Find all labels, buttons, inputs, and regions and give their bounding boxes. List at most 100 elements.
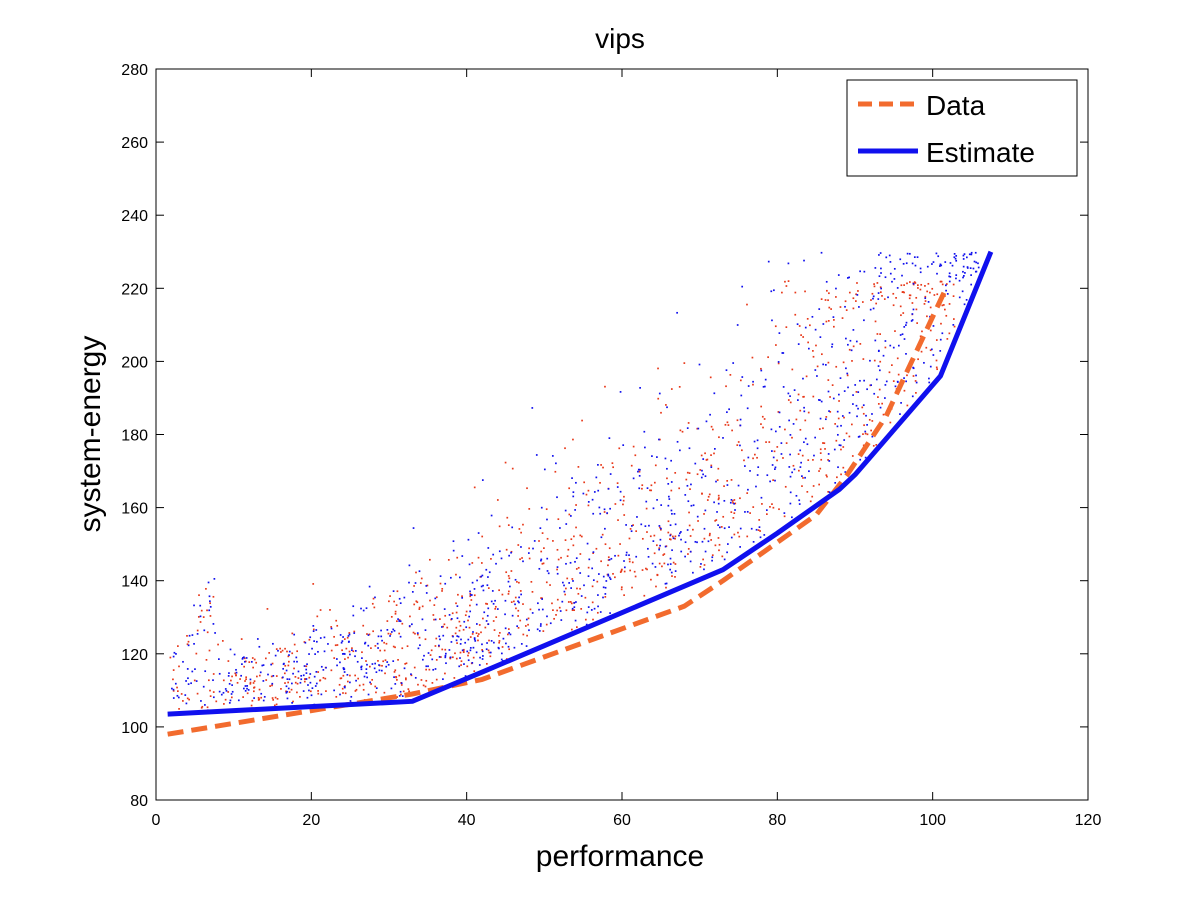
scatter-point — [658, 562, 661, 565]
scatter-point — [242, 696, 244, 698]
scatter-point — [311, 687, 314, 690]
scatter-point — [812, 395, 815, 398]
scatter-point — [450, 641, 453, 643]
scatter-point — [650, 489, 653, 492]
scatter-point — [541, 598, 543, 600]
scatter-point — [366, 663, 368, 666]
scatter-point — [473, 638, 476, 641]
scatter-point — [296, 660, 298, 663]
scatter-point — [478, 664, 481, 666]
scatter-point — [905, 321, 908, 324]
scatter-point — [623, 514, 626, 516]
scatter-point — [305, 678, 308, 680]
scatter-point — [208, 649, 211, 652]
scatter-point — [669, 524, 672, 527]
scatter-point — [771, 450, 773, 452]
scatter-point — [703, 513, 705, 515]
x-axis-label: performance — [536, 840, 704, 873]
scatter-point — [252, 682, 255, 684]
scatter-point — [242, 656, 244, 659]
scatter-point — [903, 284, 905, 286]
scatter-point — [716, 479, 719, 481]
scatter-point — [858, 435, 861, 438]
scatter-point — [706, 458, 709, 461]
scatter-point — [569, 561, 572, 564]
scatter-point — [852, 329, 855, 331]
scatter-point — [842, 446, 845, 448]
scatter-point — [743, 459, 745, 462]
scatter-point — [774, 479, 776, 482]
scatter-point — [917, 287, 919, 289]
scatter-point — [518, 528, 521, 530]
scatter-point — [749, 470, 751, 472]
scatter-point — [680, 550, 683, 553]
scatter-point — [684, 541, 687, 544]
scatter-point — [799, 428, 802, 431]
scatter-point — [349, 653, 351, 656]
scatter-point — [948, 272, 951, 275]
scatter-point — [244, 660, 246, 663]
scatter-point — [852, 345, 855, 348]
scatter-point — [176, 686, 178, 689]
scatter-point — [357, 677, 360, 680]
scatter-point — [604, 586, 607, 589]
scatter-point — [227, 660, 230, 662]
scatter-point — [710, 454, 712, 456]
scatter-point — [769, 505, 771, 508]
scatter-point — [564, 447, 566, 450]
scatter-point — [906, 282, 908, 285]
scatter-point — [488, 651, 491, 654]
scatter-point — [863, 319, 865, 322]
scatter-point — [680, 538, 682, 541]
scatter-point — [836, 425, 839, 428]
scatter-point — [481, 649, 483, 651]
scatter-point — [390, 687, 393, 690]
scatter-point — [452, 540, 455, 543]
scatter-point — [669, 538, 671, 540]
scatter-point — [271, 662, 274, 665]
scatter-point — [872, 307, 875, 310]
scatter-point — [852, 297, 855, 300]
scatter-point — [449, 656, 452, 659]
scatter-point — [848, 291, 851, 294]
scatter-point — [607, 556, 610, 559]
scatter-point — [257, 699, 260, 701]
scatter-point — [549, 584, 551, 586]
scatter-point — [508, 554, 510, 557]
scatter-point — [546, 537, 549, 540]
scatter-point — [835, 296, 837, 298]
scatter-point — [808, 470, 810, 473]
scatter-point — [429, 599, 431, 602]
scatter-point — [241, 663, 243, 666]
scatter-point — [683, 362, 686, 364]
scatter-point — [850, 349, 853, 352]
scatter-point — [770, 290, 773, 293]
scatter-point — [360, 607, 362, 610]
scatter-point — [185, 702, 188, 705]
scatter-point — [568, 487, 571, 490]
scatter-point — [579, 534, 582, 537]
scatter-point — [885, 380, 888, 383]
scatter-point — [838, 400, 840, 402]
legend: Data Estimate — [846, 79, 1078, 177]
scatter-point — [439, 618, 441, 620]
scatter-point — [703, 564, 706, 566]
scatter-point — [178, 708, 180, 710]
x-tick-label: 80 — [768, 812, 786, 829]
scatter-point — [925, 346, 928, 349]
scatter-point — [812, 485, 815, 487]
scatter-point — [319, 679, 321, 682]
scatter-point — [299, 681, 302, 684]
scatter-point — [795, 418, 798, 421]
scatter-point — [383, 691, 386, 694]
scatter-point — [824, 448, 826, 450]
scatter-point — [408, 690, 410, 693]
scatter-point — [789, 453, 791, 456]
scatter-point — [632, 445, 635, 448]
scatter-point — [650, 578, 652, 581]
scatter-point — [952, 324, 955, 326]
scatter-point — [866, 433, 869, 436]
scatter-point — [839, 377, 842, 379]
scatter-point — [294, 681, 297, 684]
